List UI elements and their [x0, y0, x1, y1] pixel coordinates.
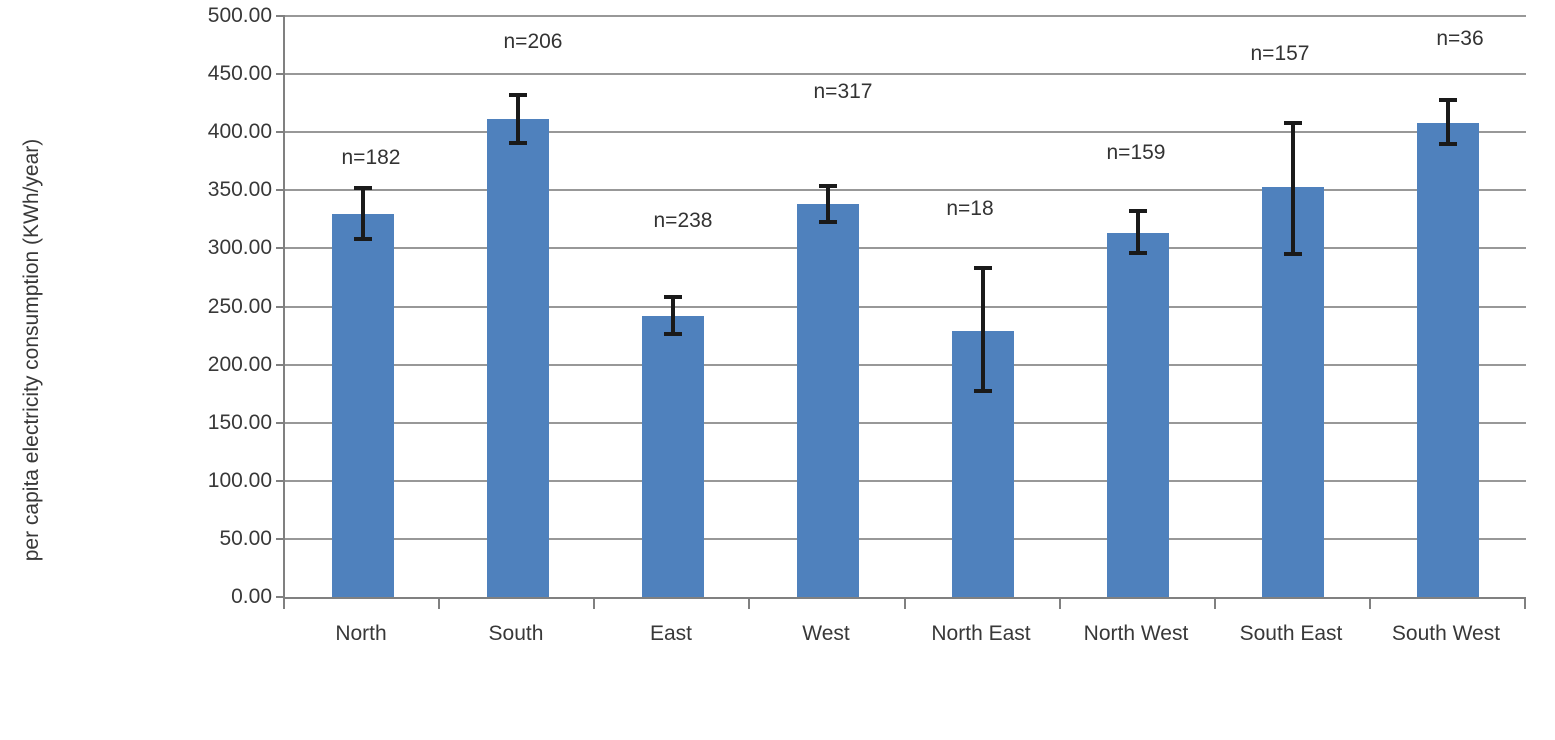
gridline: [285, 15, 1526, 17]
error-bar-line: [981, 268, 985, 391]
error-bar-cap: [664, 332, 682, 336]
sample-size-annotation: n=238: [653, 209, 713, 232]
error-bar-cap: [664, 295, 682, 299]
x-axis-category-label: North West: [1083, 622, 1189, 645]
y-axis-tick-mark: [276, 305, 285, 308]
bar-west: [797, 204, 859, 597]
error-bar-line: [361, 188, 365, 239]
bar-north: [332, 214, 394, 597]
sample-size-annotation: n=157: [1250, 42, 1310, 65]
y-axis-tick-mark: [276, 421, 285, 424]
y-axis-tick-label: 400.00: [207, 120, 272, 144]
y-axis-tick-label: 100.00: [207, 468, 272, 492]
y-axis-tick-mark: [276, 479, 285, 482]
x-axis-tick-mark: [1059, 599, 1061, 609]
gridline: [285, 189, 1526, 192]
y-axis-tick-label: 200.00: [207, 352, 272, 376]
error-bar-cap: [819, 184, 837, 188]
error-bar-line: [1446, 100, 1450, 144]
x-axis-tick-mark: [438, 599, 440, 609]
y-axis-tick-mark: [276, 596, 285, 598]
error-bar-line: [1291, 123, 1295, 254]
y-axis-tick-label: 0.00: [231, 585, 272, 608]
sample-size-annotation: n=159: [1106, 141, 1166, 164]
y-axis-tick-mark: [276, 247, 285, 250]
error-bar-cap: [1129, 209, 1147, 213]
y-axis-tick-mark: [276, 73, 285, 76]
x-axis-category-label: North East: [931, 622, 1031, 645]
y-axis-tick-mark: [276, 189, 285, 192]
x-axis-tick-mark: [1214, 599, 1216, 609]
error-bar-cap: [509, 141, 527, 145]
gridline: [285, 131, 1526, 134]
error-bar-line: [671, 297, 675, 334]
x-axis-category-label: South East: [1239, 622, 1343, 645]
sample-size-annotation: n=317: [813, 80, 873, 103]
bar-east: [642, 316, 704, 597]
y-axis-tick-label: 500.00: [207, 4, 272, 27]
gridline: [285, 537, 1526, 540]
x-axis-category-label: West: [802, 622, 850, 645]
gridline: [285, 73, 1526, 76]
error-bar-cap: [509, 93, 527, 97]
error-bar-cap: [974, 389, 992, 393]
y-axis-tick-label: 300.00: [207, 236, 272, 260]
y-axis-tick-mark: [276, 15, 285, 17]
gridline: [285, 363, 1526, 366]
error-bar-cap: [1284, 252, 1302, 256]
x-axis-tick-mark: [283, 599, 285, 609]
gridline: [285, 247, 1526, 250]
y-axis-title: per capita electricity consumption (KWh/…: [20, 138, 43, 562]
gridline: [285, 421, 1526, 424]
error-bar-line: [826, 186, 830, 222]
x-axis-tick-mark: [1524, 599, 1526, 609]
y-axis-tick-label: 450.00: [207, 62, 272, 86]
y-axis-tick-label: 50.00: [219, 526, 272, 550]
error-bar-cap: [1284, 121, 1302, 125]
gridline: [285, 305, 1526, 308]
x-axis-category-label: North: [335, 622, 387, 645]
y-axis-tick-mark: [276, 537, 285, 540]
error-bar-cap: [819, 220, 837, 224]
error-bar-line: [1136, 211, 1140, 253]
y-axis-tick-label: 250.00: [207, 294, 272, 318]
y-axis-tick-label: 150.00: [207, 410, 272, 434]
sample-size-annotation: n=182: [341, 146, 401, 169]
error-bar-cap: [1439, 98, 1457, 102]
x-axis-tick-mark: [748, 599, 750, 609]
error-bar-cap: [974, 266, 992, 270]
x-axis-tick-mark: [1369, 599, 1371, 609]
x-axis-tick-mark: [593, 599, 595, 609]
x-axis-category-label: South West: [1391, 622, 1501, 645]
error-bar-cap: [354, 186, 372, 190]
bar-north-west: [1107, 233, 1169, 597]
plot-area: [283, 15, 1526, 599]
error-bar-cap: [354, 237, 372, 241]
y-axis-tick-mark: [276, 131, 285, 134]
error-bar-line: [516, 95, 520, 143]
y-axis-tick-label: 350.00: [207, 178, 272, 202]
sample-size-annotation: n=18: [946, 197, 994, 220]
bar-south: [487, 119, 549, 597]
gridline: [285, 479, 1526, 482]
error-bar-cap: [1439, 142, 1457, 146]
y-axis-tick-mark: [276, 363, 285, 366]
sample-size-annotation: n=36: [1436, 27, 1484, 50]
x-axis-category-label: South: [488, 622, 544, 645]
sample-size-annotation: n=206: [503, 30, 563, 53]
x-axis-tick-mark: [904, 599, 906, 609]
bar-south-west: [1417, 123, 1479, 597]
error-bar-cap: [1129, 251, 1147, 255]
x-axis-category-label: East: [649, 622, 693, 645]
